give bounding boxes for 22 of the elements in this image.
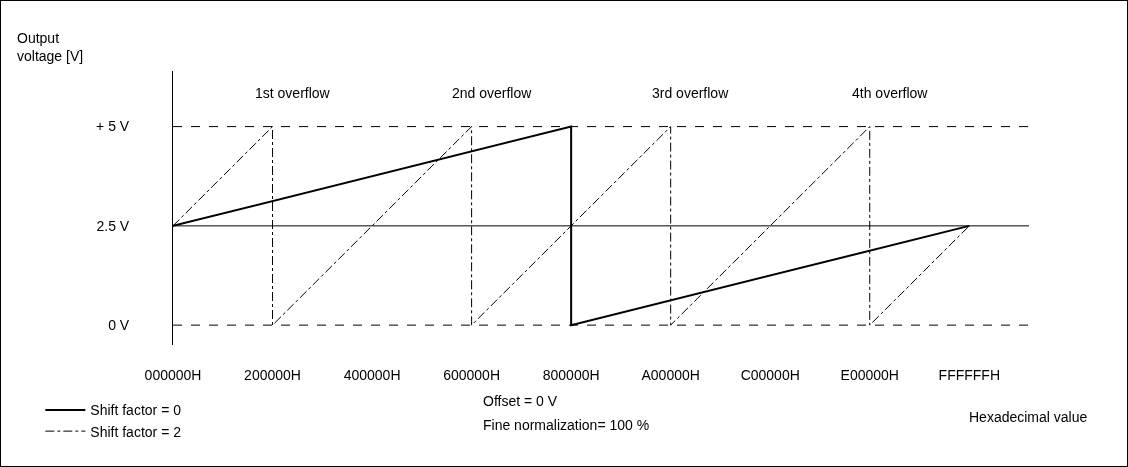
text: Offset = 0 V [483,393,558,409]
x-tick-label: 000000H [144,367,202,383]
x-tick-label: E00000H [840,367,899,383]
y-tick-label: 2.5 V [96,217,130,234]
annotation: 3rd overflow [652,85,730,101]
annotation: 2nd overflow [452,85,533,101]
y-tick-label: + 5 V [96,118,130,135]
x-tick-label: 400000H [343,367,401,383]
x-tick-label: C00000H [740,367,800,383]
annotation: 4th overflow [852,85,929,101]
x-tick-label: 600000H [443,367,501,383]
x-axis-title: Hexadecimal value [969,409,1088,425]
y-axis-title: Output voltage [V] [17,30,84,65]
legend-label: Shift factor = 0 [90,402,182,419]
x-tick-label: 200000H [244,367,301,383]
x-tick-label: FFFFFFH [938,367,1000,383]
legend-label: Shift factor = 2 [90,423,182,440]
x-tick-label: A00000H [641,367,700,383]
text: Fine normalization= 100 % [483,417,650,433]
x-tick-label: 800000H [542,367,600,383]
y-tick-label: 0 V [108,317,130,334]
annotation: 1st overflow [255,85,331,101]
